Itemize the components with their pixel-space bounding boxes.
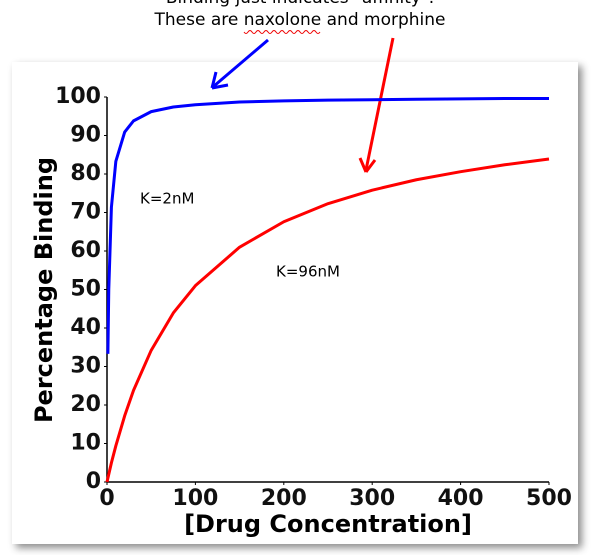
- x-tick-label: 0: [99, 486, 114, 511]
- note: These are naxolone and morphine: [154, 10, 446, 30]
- annotation: K=2nM: [140, 190, 194, 208]
- line: [105, 157, 550, 483]
- y-tick-label: 40: [70, 315, 101, 340]
- x-tick-label: 500: [526, 486, 572, 511]
- red-arrow: [358, 37, 395, 173]
- x-tick-label: 200: [261, 486, 307, 511]
- x-tick-label: 400: [438, 486, 484, 511]
- y-tick-label: 70: [70, 200, 101, 225]
- y-tick-label: 100: [55, 84, 101, 109]
- x-axis-label: [Drug Concentration]: [184, 510, 472, 538]
- x-tick-label: 300: [349, 486, 395, 511]
- y-axis-label: Percentage Binding: [30, 157, 58, 423]
- y-tick-label: 30: [70, 354, 101, 379]
- y-tick-label: 90: [70, 123, 101, 148]
- note: Binding just indicates "affinity".: [166, 0, 434, 8]
- y-tick-label: 20: [70, 392, 101, 417]
- x-tick-label: 100: [172, 486, 218, 511]
- annotation: K=96nM: [276, 263, 340, 281]
- y-tick-label: 0: [86, 469, 101, 494]
- y-tick-label: 80: [70, 161, 101, 186]
- y-tick-label: 50: [70, 277, 101, 302]
- line: [106, 97, 549, 354]
- blue-arrow: [210, 38, 269, 90]
- spell-underline: [243, 30, 321, 34]
- y-tick-label: 10: [70, 431, 101, 456]
- y-tick-label: 60: [70, 238, 101, 263]
